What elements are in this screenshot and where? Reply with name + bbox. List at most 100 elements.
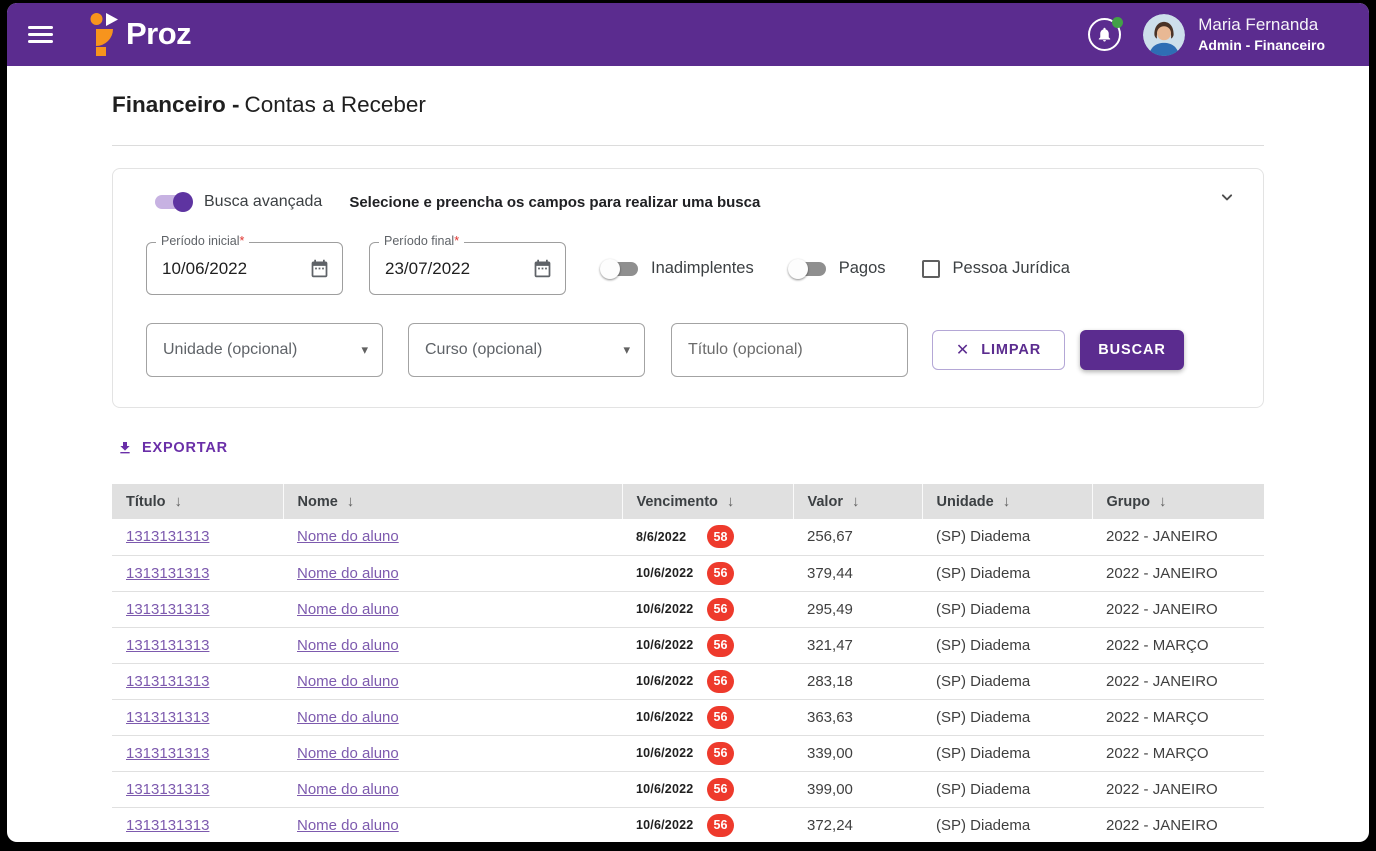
- export-button-label: EXPORTAR: [142, 440, 228, 456]
- sort-down-icon[interactable]: ↓: [347, 493, 355, 510]
- table-row: 1313131313 Nome do aluno 10/6/2022 56 28…: [112, 663, 1264, 699]
- caret-down-icon: ▾: [623, 342, 630, 358]
- receivables-table: Título↓ Nome↓ Vencimento↓ Valor↓ Unidade…: [112, 484, 1264, 842]
- unidade-cell: (SP) Diadema: [922, 663, 1092, 699]
- titulo-link[interactable]: 1313131313: [126, 745, 209, 762]
- due-date: 10/6/2022: [636, 710, 707, 724]
- nome-link[interactable]: Nome do aluno: [297, 601, 399, 618]
- notification-status-dot: [1112, 17, 1123, 28]
- column-header-vencimento[interactable]: Vencimento↓: [622, 484, 793, 519]
- sort-down-icon[interactable]: ↓: [852, 493, 860, 510]
- nome-link[interactable]: Nome do aluno: [297, 673, 399, 690]
- overdue-days-badge: 56: [707, 742, 734, 765]
- column-header-grupo[interactable]: Grupo↓: [1092, 484, 1264, 519]
- unidade-cell: (SP) Diadema: [922, 735, 1092, 771]
- titulo-link[interactable]: 1313131313: [126, 528, 209, 545]
- column-header-nome[interactable]: Nome↓: [283, 484, 622, 519]
- caret-down-icon: ▾: [361, 342, 368, 358]
- titulo-link[interactable]: 1313131313: [126, 673, 209, 690]
- pessoa-juridica-checkbox-group: Pessoa Jurídica: [922, 259, 1070, 278]
- title-divider: [112, 145, 1264, 146]
- grupo-cell: 2022 - JANEIRO: [1092, 807, 1264, 842]
- sort-down-icon[interactable]: ↓: [727, 493, 735, 510]
- overdue-days-badge: 56: [707, 562, 734, 585]
- nome-link[interactable]: Nome do aluno: [297, 565, 399, 582]
- titulo-link[interactable]: 1313131313: [126, 565, 209, 582]
- filters-row-2: Unidade (opcional) ▾ Curso (opcional) ▾ …: [146, 323, 1235, 377]
- due-date: 8/6/2022: [636, 530, 707, 544]
- table-body: 1313131313 Nome do aluno 8/6/2022 58 256…: [112, 519, 1264, 842]
- sort-down-icon[interactable]: ↓: [1159, 493, 1167, 510]
- collapse-chevron-down-icon[interactable]: [1217, 187, 1237, 207]
- notifications-button[interactable]: [1088, 18, 1121, 51]
- valor-cell: 399,00: [793, 771, 922, 807]
- brand-logo[interactable]: Proz: [90, 12, 191, 57]
- valor-cell: 256,67: [793, 519, 922, 555]
- advanced-search-toggle[interactable]: [155, 195, 190, 209]
- page-content: Financeiro -Contas a Receber Busca avanç…: [7, 92, 1369, 842]
- curso-placeholder: Curso (opcional): [425, 341, 623, 359]
- titulo-link[interactable]: 1313131313: [126, 637, 209, 654]
- column-header-titulo[interactable]: Título↓: [112, 484, 283, 519]
- grupo-cell: 2022 - JANEIRO: [1092, 591, 1264, 627]
- search-button-label: BUSCAR: [1098, 342, 1165, 358]
- grupo-cell: 2022 - JANEIRO: [1092, 771, 1264, 807]
- brand-name: Proz: [126, 12, 191, 56]
- export-button[interactable]: EXPORTAR: [112, 440, 228, 456]
- unidade-cell: (SP) Diadema: [922, 591, 1092, 627]
- sort-down-icon[interactable]: ↓: [174, 493, 182, 510]
- valor-cell: 372,24: [793, 807, 922, 842]
- titulo-link[interactable]: 1313131313: [126, 817, 209, 834]
- curso-select[interactable]: Curso (opcional) ▾: [408, 323, 645, 377]
- pagos-toggle[interactable]: [791, 262, 826, 276]
- clear-button-label: LIMPAR: [981, 342, 1041, 358]
- user-name: Maria Fernanda: [1198, 14, 1325, 35]
- unidade-placeholder: Unidade (opcional): [163, 341, 361, 359]
- overdue-days-badge: 56: [707, 598, 734, 621]
- unidade-cell: (SP) Diadema: [922, 699, 1092, 735]
- inadimplentes-toggle-group: Inadimplentes: [603, 259, 754, 278]
- nome-link[interactable]: Nome do aluno: [297, 745, 399, 762]
- titulo-link[interactable]: 1313131313: [126, 781, 209, 798]
- filters-row-1: Período inicial* 10/06/2022 Período fina…: [146, 242, 1235, 295]
- unidade-cell: (SP) Diadema: [922, 627, 1092, 663]
- inadimplentes-label: Inadimplentes: [651, 259, 754, 278]
- search-button[interactable]: BUSCAR: [1080, 330, 1184, 370]
- sort-down-icon[interactable]: ↓: [1003, 493, 1011, 510]
- nome-link[interactable]: Nome do aluno: [297, 637, 399, 654]
- inadimplentes-toggle[interactable]: [603, 262, 638, 276]
- download-icon: [117, 440, 133, 456]
- valor-cell: 283,18: [793, 663, 922, 699]
- grupo-cell: 2022 - JANEIRO: [1092, 519, 1264, 555]
- page-title-subsection: Contas a Receber: [245, 92, 426, 117]
- nome-link[interactable]: Nome do aluno: [297, 817, 399, 834]
- nome-link[interactable]: Nome do aluno: [297, 781, 399, 798]
- calendar-icon[interactable]: [532, 258, 553, 279]
- page-title: Financeiro -Contas a Receber: [112, 92, 1264, 118]
- bell-icon: [1096, 26, 1113, 43]
- unidade-select[interactable]: Unidade (opcional) ▾: [146, 323, 383, 377]
- avatar[interactable]: [1143, 14, 1185, 56]
- due-date: 10/6/2022: [636, 818, 707, 832]
- calendar-icon[interactable]: [309, 258, 330, 279]
- column-header-valor[interactable]: Valor↓: [793, 484, 922, 519]
- titulo-link[interactable]: 1313131313: [126, 601, 209, 618]
- panel-header-row: Busca avançada Selecione e preencha os c…: [155, 193, 1235, 211]
- period-end-field[interactable]: Período final* 23/07/2022: [369, 242, 566, 295]
- app-window: Proz Maria Fernanda Admin - Financeiro F…: [7, 3, 1369, 842]
- user-info[interactable]: Maria Fernanda Admin - Financeiro: [1198, 14, 1325, 55]
- column-header-unidade[interactable]: Unidade↓: [922, 484, 1092, 519]
- valor-cell: 339,00: [793, 735, 922, 771]
- grupo-cell: 2022 - JANEIRO: [1092, 555, 1264, 591]
- menu-icon[interactable]: [28, 26, 53, 43]
- clear-button[interactable]: ✕ LIMPAR: [932, 330, 1065, 370]
- table-row: 1313131313 Nome do aluno 10/6/2022 56 39…: [112, 771, 1264, 807]
- pessoa-juridica-checkbox[interactable]: [922, 260, 940, 278]
- overdue-days-badge: 56: [707, 670, 734, 693]
- valor-cell: 321,47: [793, 627, 922, 663]
- titulo-link[interactable]: 1313131313: [126, 709, 209, 726]
- nome-link[interactable]: Nome do aluno: [297, 709, 399, 726]
- nome-link[interactable]: Nome do aluno: [297, 528, 399, 545]
- titulo-input[interactable]: [671, 323, 908, 377]
- period-start-field[interactable]: Período inicial* 10/06/2022: [146, 242, 343, 295]
